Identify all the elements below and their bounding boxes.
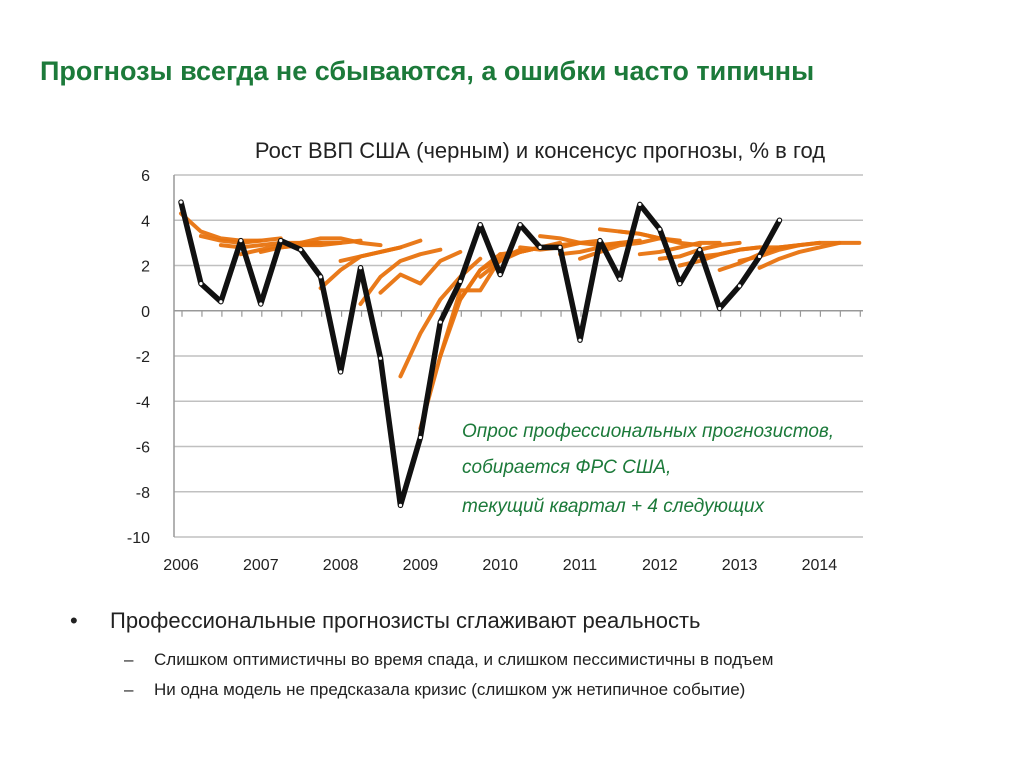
y-tick-label: -10 (127, 530, 150, 547)
forecast-line (358, 247, 443, 306)
gdp-forecast-chart: 6 4 2 0 -2 -4 -6 -8 -10 2006 2007 2008 2009 2010 2011 2… (127, 168, 863, 574)
bullet-icon: • (70, 608, 78, 633)
actual-gdp-point (777, 218, 782, 222)
x-tick-label: 2014 (802, 557, 838, 574)
actual-gdp-point (378, 356, 383, 360)
actual-gdp-point (638, 202, 642, 207)
actual-gdp-point (418, 435, 422, 440)
y-tick-label: 4 (141, 213, 150, 230)
actual-gdp-point (299, 248, 303, 252)
actual-gdp-point (179, 200, 183, 204)
x-tick-label: 2009 (403, 557, 439, 574)
x-tick-label: 2006 (163, 557, 199, 574)
actual-gdp-point (279, 239, 283, 243)
forecast-line (338, 238, 423, 263)
forecast-line (578, 236, 662, 261)
actual-gdp-point (678, 282, 682, 286)
annotation-line-1: Опрос профессиональных прогнозистов, (462, 421, 835, 442)
actual-gdp-point (738, 284, 742, 288)
actual-gdp-point (498, 272, 502, 277)
sub-bullet-text: Ни одна модель не предсказала кризис (сл… (154, 680, 746, 699)
actual-gdp-point (558, 245, 562, 249)
forecast-line (637, 240, 722, 257)
actual-gdp-point (538, 245, 542, 249)
actual-gdp-point (698, 248, 702, 252)
actual-gdp-point (578, 338, 582, 342)
x-tick-label: 2011 (563, 557, 598, 574)
sub-bullet-2: – Ни одна модель не предсказала кризис (с… (124, 680, 745, 700)
bullet-main: • Профессиональные прогнозисты сглаживают… (70, 608, 701, 634)
actual-gdp-point (757, 254, 762, 259)
actual-gdp-point (259, 302, 263, 306)
sub-bullet-1: – Слишком оптимистичны во время спада, и … (124, 650, 773, 670)
annotation-line-3: текущий квартал + 4 следующих (462, 496, 765, 517)
y-tick-label: 6 (141, 168, 150, 185)
actual-gdp-point (358, 266, 363, 270)
actual-gdp-point (199, 282, 203, 286)
annotation-line-2: собирается ФРС США, (462, 457, 672, 478)
y-tick-label: -8 (136, 485, 150, 502)
chart-title: Рост ВВП США (черным) и консенсус прогно… (254, 138, 826, 163)
dash-icon: – (124, 650, 134, 669)
y-tick-label: -4 (136, 394, 150, 411)
y-tick-label: 0 (141, 304, 150, 321)
y-tick-label: -2 (136, 349, 150, 366)
slide-title: Прогнозы всегда не сбываются, а ошибки ч… (40, 56, 815, 86)
forecast-line (179, 211, 263, 243)
actual-gdp-point (438, 320, 442, 324)
actual-gdp-point (478, 223, 482, 227)
x-tick-label: 2008 (323, 557, 359, 574)
forecast-line (777, 240, 862, 250)
forecast-line (757, 240, 842, 270)
actual-gdp-point (598, 239, 602, 243)
actual-gdp-point (518, 223, 522, 227)
actual-gdp-point (658, 227, 662, 231)
x-tick-label: 2012 (642, 557, 678, 574)
x-tick-label: 2010 (482, 557, 518, 574)
actual-gdp-point (319, 275, 323, 279)
x-tick-label: 2013 (722, 557, 758, 574)
x-tick-label: 2007 (243, 557, 279, 574)
dash-icon: – (124, 680, 134, 699)
actual-gdp-point (458, 279, 462, 283)
y-tick-label: 2 (141, 259, 150, 276)
actual-gdp-point (618, 277, 622, 281)
actual-gdp-point (239, 239, 243, 243)
y-tick-label: -6 (136, 440, 150, 457)
forecast-line (378, 249, 463, 295)
bullet-main-text: Профессиональные прогнозисты сглаживают … (110, 608, 701, 633)
actual-gdp-point (398, 503, 403, 507)
forecast-line (398, 256, 483, 379)
actual-gdp-point (219, 300, 223, 304)
forecast-line (298, 236, 383, 248)
actual-gdp-point (339, 370, 343, 374)
actual-gdp-point (718, 306, 722, 311)
sub-bullet-text: Слишком оптимистичны во время спада, и с… (154, 650, 774, 669)
